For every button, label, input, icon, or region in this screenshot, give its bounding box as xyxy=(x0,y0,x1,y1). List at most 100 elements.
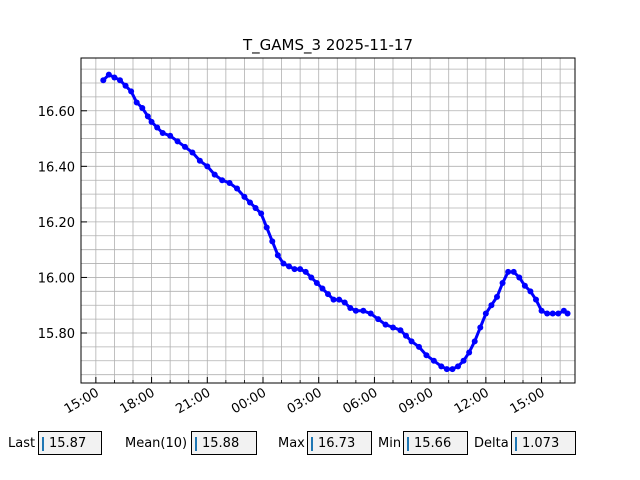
data-point xyxy=(564,310,571,317)
data-point xyxy=(111,74,118,81)
x-tick-label: 15:00 xyxy=(508,385,548,417)
data-point xyxy=(263,224,270,231)
data-point xyxy=(538,307,545,314)
data-point xyxy=(258,210,265,217)
text-cursor xyxy=(311,437,313,451)
x-tick-label: 18:00 xyxy=(118,385,158,417)
x-tick-label: 09:00 xyxy=(396,385,436,417)
data-point xyxy=(241,193,248,200)
data-point xyxy=(416,343,422,350)
data-point xyxy=(403,332,409,339)
stat-value-mean: 15.88 xyxy=(202,436,240,451)
stat-label-max: Max xyxy=(278,436,305,451)
data-point xyxy=(133,99,140,106)
data-point xyxy=(274,252,281,259)
data-point xyxy=(360,307,367,314)
data-point xyxy=(347,305,354,311)
stat-field-mean[interactable]: 15.88 xyxy=(191,431,257,455)
data-point xyxy=(189,149,196,156)
data-point xyxy=(549,310,556,317)
data-point xyxy=(477,324,484,331)
data-point xyxy=(390,324,396,331)
data-point xyxy=(466,349,473,356)
data-point xyxy=(443,366,450,373)
data-point xyxy=(505,268,512,275)
data-point xyxy=(308,274,315,281)
data-point xyxy=(128,88,135,95)
data-point xyxy=(494,293,500,300)
stat-value-last: 15.87 xyxy=(49,436,87,451)
data-point xyxy=(367,310,374,317)
data-point xyxy=(148,118,155,125)
data-point xyxy=(302,268,309,275)
stat-field-max[interactable]: 16.73 xyxy=(307,431,372,455)
data-point xyxy=(211,171,218,178)
data-point xyxy=(336,296,343,303)
data-point xyxy=(247,199,253,206)
data-point xyxy=(408,338,415,345)
data-point xyxy=(555,310,562,317)
x-tick-label: 03:00 xyxy=(285,385,325,417)
stat-field-min[interactable]: 15.66 xyxy=(403,431,468,455)
data-point xyxy=(204,163,211,170)
y-tick-label: 16.20 xyxy=(38,216,75,231)
data-point xyxy=(174,138,181,145)
x-tick-label: 15:00 xyxy=(62,385,102,417)
data-point xyxy=(527,288,534,295)
stat-value-min: 15.66 xyxy=(414,436,452,451)
x-tick-label: 06:00 xyxy=(340,385,380,417)
y-tick-label: 16.40 xyxy=(38,160,75,175)
data-point xyxy=(375,316,382,323)
stat-field-last[interactable]: 15.87 xyxy=(38,431,102,455)
data-point xyxy=(325,291,331,298)
stat-value-max: 16.73 xyxy=(318,436,356,451)
y-tick-label: 15.80 xyxy=(38,327,75,342)
stat-label-mean: Mean(10) xyxy=(125,436,188,451)
data-point xyxy=(280,260,287,267)
data-point xyxy=(122,82,129,89)
data-point xyxy=(219,177,226,184)
data-point xyxy=(297,266,304,273)
data-point xyxy=(488,302,495,309)
axis-ticks: 15:00 18:00 21:00 00:00 03:00 06:00 09:00 12:00… xyxy=(38,105,561,417)
data-point xyxy=(139,105,146,111)
data-point xyxy=(544,310,551,317)
x-tick-label: 21:00 xyxy=(173,385,213,417)
data-point xyxy=(167,132,174,139)
data-point xyxy=(100,77,107,84)
data-point xyxy=(382,321,389,328)
data-point xyxy=(510,268,517,275)
y-tick-label: 16.00 xyxy=(38,271,75,286)
data-point xyxy=(159,130,166,136)
stat-value-delta: 1.073 xyxy=(522,436,560,451)
data-point xyxy=(313,280,320,286)
data-point xyxy=(430,357,437,364)
data-point xyxy=(154,124,161,131)
data-point xyxy=(117,77,123,84)
text-cursor xyxy=(515,437,517,451)
stat-label-delta: Delta xyxy=(474,436,509,451)
data-point xyxy=(269,238,276,245)
stat-field-delta[interactable]: 1.073 xyxy=(511,431,576,455)
data-point xyxy=(460,357,467,364)
data-point xyxy=(516,274,523,281)
text-cursor xyxy=(195,437,197,451)
data-point xyxy=(341,299,348,306)
plot-frame xyxy=(80,57,576,384)
data-point xyxy=(397,327,404,334)
text-cursor xyxy=(42,437,44,451)
data-point xyxy=(533,296,539,303)
data-point xyxy=(499,280,506,286)
data-point xyxy=(226,180,233,186)
data-point xyxy=(196,157,203,164)
grid xyxy=(81,58,575,383)
temperature-chart: T_GAMS_3 2025-11-17 15:00 18:00 21:00 00:00… xyxy=(38,36,576,417)
data-point xyxy=(521,282,528,289)
data-point xyxy=(423,352,430,359)
data-point xyxy=(182,143,188,150)
data-point xyxy=(455,363,461,370)
data-point xyxy=(330,296,337,303)
series-temperature xyxy=(100,71,571,373)
data-point xyxy=(286,263,292,270)
data-point xyxy=(449,366,456,373)
